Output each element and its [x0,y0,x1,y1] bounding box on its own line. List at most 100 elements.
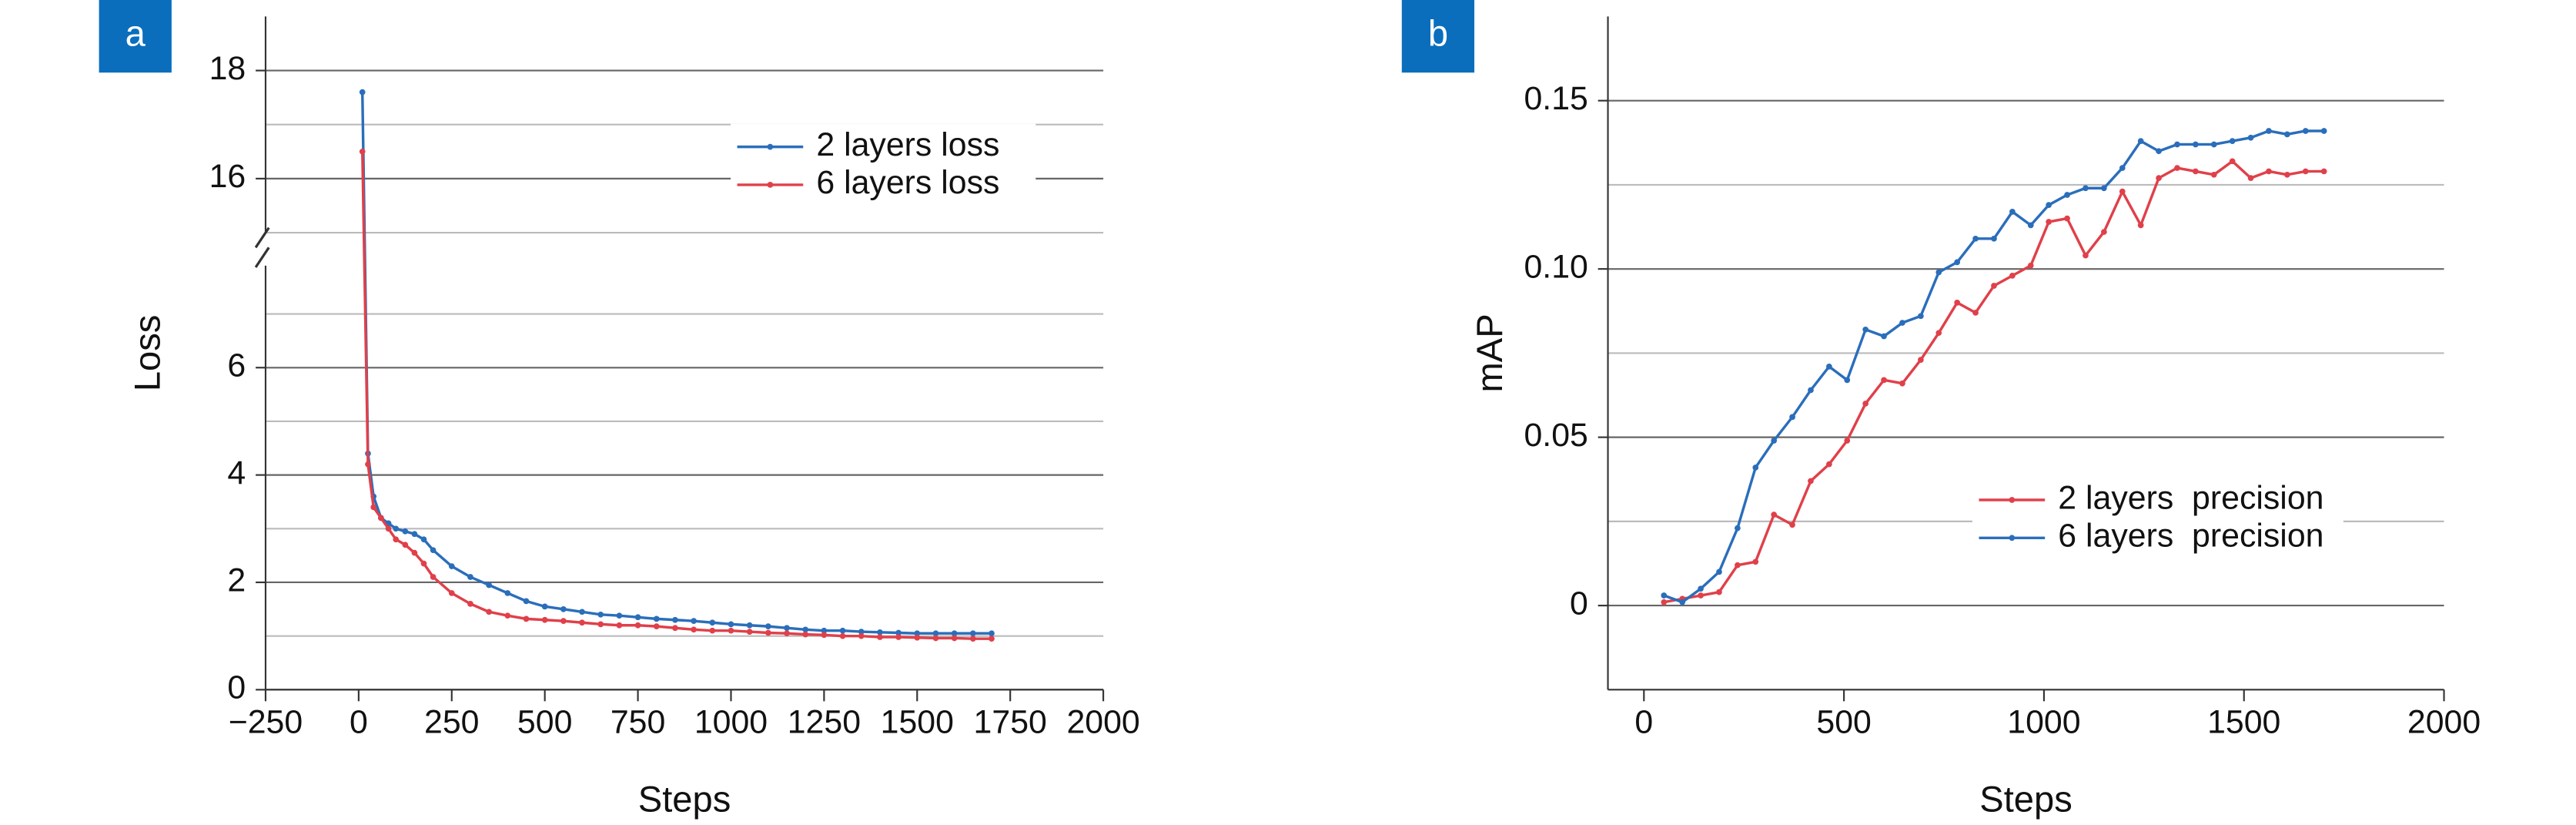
marker [1899,320,1905,326]
marker [2229,138,2236,144]
line [360,92,992,635]
marker [802,626,809,633]
y-tick-label: 18 [209,50,246,87]
x-tick-label: −250 [229,704,303,741]
y-axis-label: Loss [126,315,167,392]
marker [560,605,567,612]
legend-label: 6 layers loss [816,164,999,201]
y-tick-label: 16 [209,158,246,195]
marker [616,622,623,629]
x-tick-label: 0 [350,704,368,741]
marker [504,612,511,619]
marker [709,627,716,634]
legend-marker [2009,497,2016,503]
legend-bg [1972,477,2343,563]
marker [1716,589,1722,595]
marker [634,614,641,621]
marker [1789,414,1795,421]
x-tick-label: 2000 [2407,704,2481,741]
legend-label: 2 layers precision [2058,479,2323,516]
marker [1679,599,1686,605]
marker [858,629,865,635]
marker [1935,330,1942,337]
legend-marker [767,182,774,188]
marker [597,611,604,618]
marker [467,601,473,607]
marker [2083,252,2089,259]
marker [402,528,409,535]
line [360,151,992,640]
marker [895,634,902,640]
marker [1844,377,1851,384]
marker [2119,188,2126,195]
marker [486,609,492,615]
marker [914,630,921,637]
marker [2046,219,2052,225]
marker [2027,222,2034,229]
legend-bg [731,123,1036,210]
marker [746,629,753,635]
marker [1661,599,1668,605]
marker [969,636,976,642]
marker [448,590,455,596]
marker [448,563,455,569]
x-axis-label: Steps [1979,778,2072,819]
marker [1954,299,1961,306]
marker [2119,165,2126,171]
marker [1808,387,1814,394]
marker [2247,175,2254,182]
marker [653,615,660,622]
y-tick-label: 0 [1570,585,1588,622]
marker [969,630,976,637]
marker [370,504,377,511]
marker [1862,401,1869,407]
marker [365,461,371,468]
marker [914,634,921,641]
marker [877,634,883,640]
marker [1698,585,1704,592]
marker [1826,364,1832,370]
marker [541,616,548,623]
marker [2193,168,2199,175]
marker [523,615,530,622]
marker [1771,438,1778,444]
marker [784,630,790,637]
marker [2137,138,2144,144]
marker [2009,273,2016,279]
marker [1991,283,1997,289]
x-tick-label: 750 [611,704,665,741]
marker [1881,333,1887,340]
marker [672,625,678,632]
marker [839,627,846,634]
marker [951,630,958,637]
marker [560,618,567,625]
marker [1698,592,1704,599]
marker [2101,185,2107,192]
marker [2009,209,2016,215]
x-axis-label: Steps [638,778,731,819]
marker [2283,171,2290,178]
marker [932,630,939,637]
marker [486,582,492,589]
marker [402,542,409,548]
marker [2320,128,2327,134]
y-tick-label: 4 [227,454,246,491]
marker [821,632,828,639]
legend-label: 6 layers precision [2058,518,2323,555]
marker [1808,478,1814,485]
marker [1899,380,1905,387]
marker [1735,525,1741,532]
marker [709,619,716,626]
marker [2174,141,2180,148]
marker [2156,148,2162,155]
y-tick-label: 0.15 [1524,80,1587,117]
panel-box [1401,0,1475,73]
x-tick-label: 1750 [974,704,1047,741]
panel-label: b [1428,13,1448,54]
x-tick-label: 2000 [1066,704,1139,741]
marker [2174,165,2180,171]
marker [2210,171,2217,178]
legend-label: 2 layers loss [816,126,999,163]
marker [1844,438,1851,444]
marker [1789,521,1795,528]
